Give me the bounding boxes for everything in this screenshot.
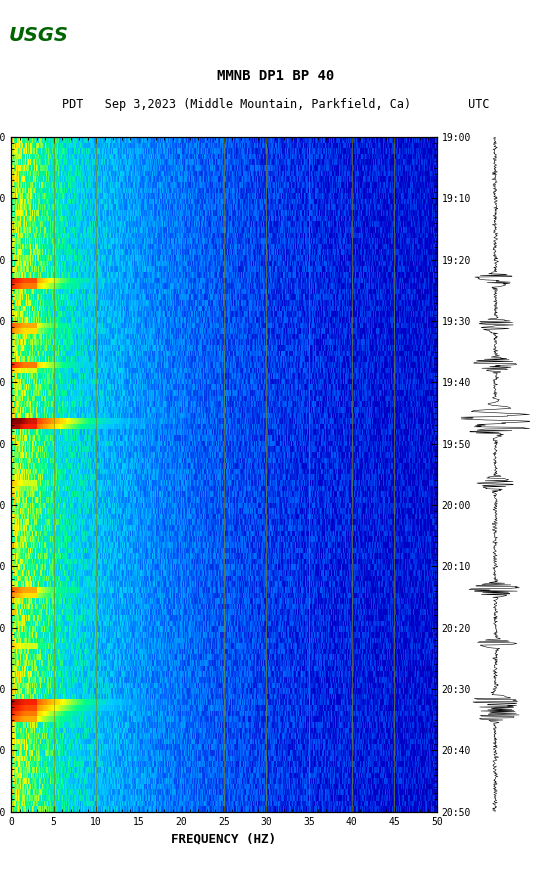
X-axis label: FREQUENCY (HZ): FREQUENCY (HZ) [172, 832, 277, 845]
Text: PDT   Sep 3,2023 (Middle Mountain, Parkfield, Ca)        UTC: PDT Sep 3,2023 (Middle Mountain, Parkfie… [62, 98, 490, 112]
Text: USGS: USGS [9, 26, 68, 45]
Text: MMNB DP1 BP 40: MMNB DP1 BP 40 [217, 70, 335, 84]
